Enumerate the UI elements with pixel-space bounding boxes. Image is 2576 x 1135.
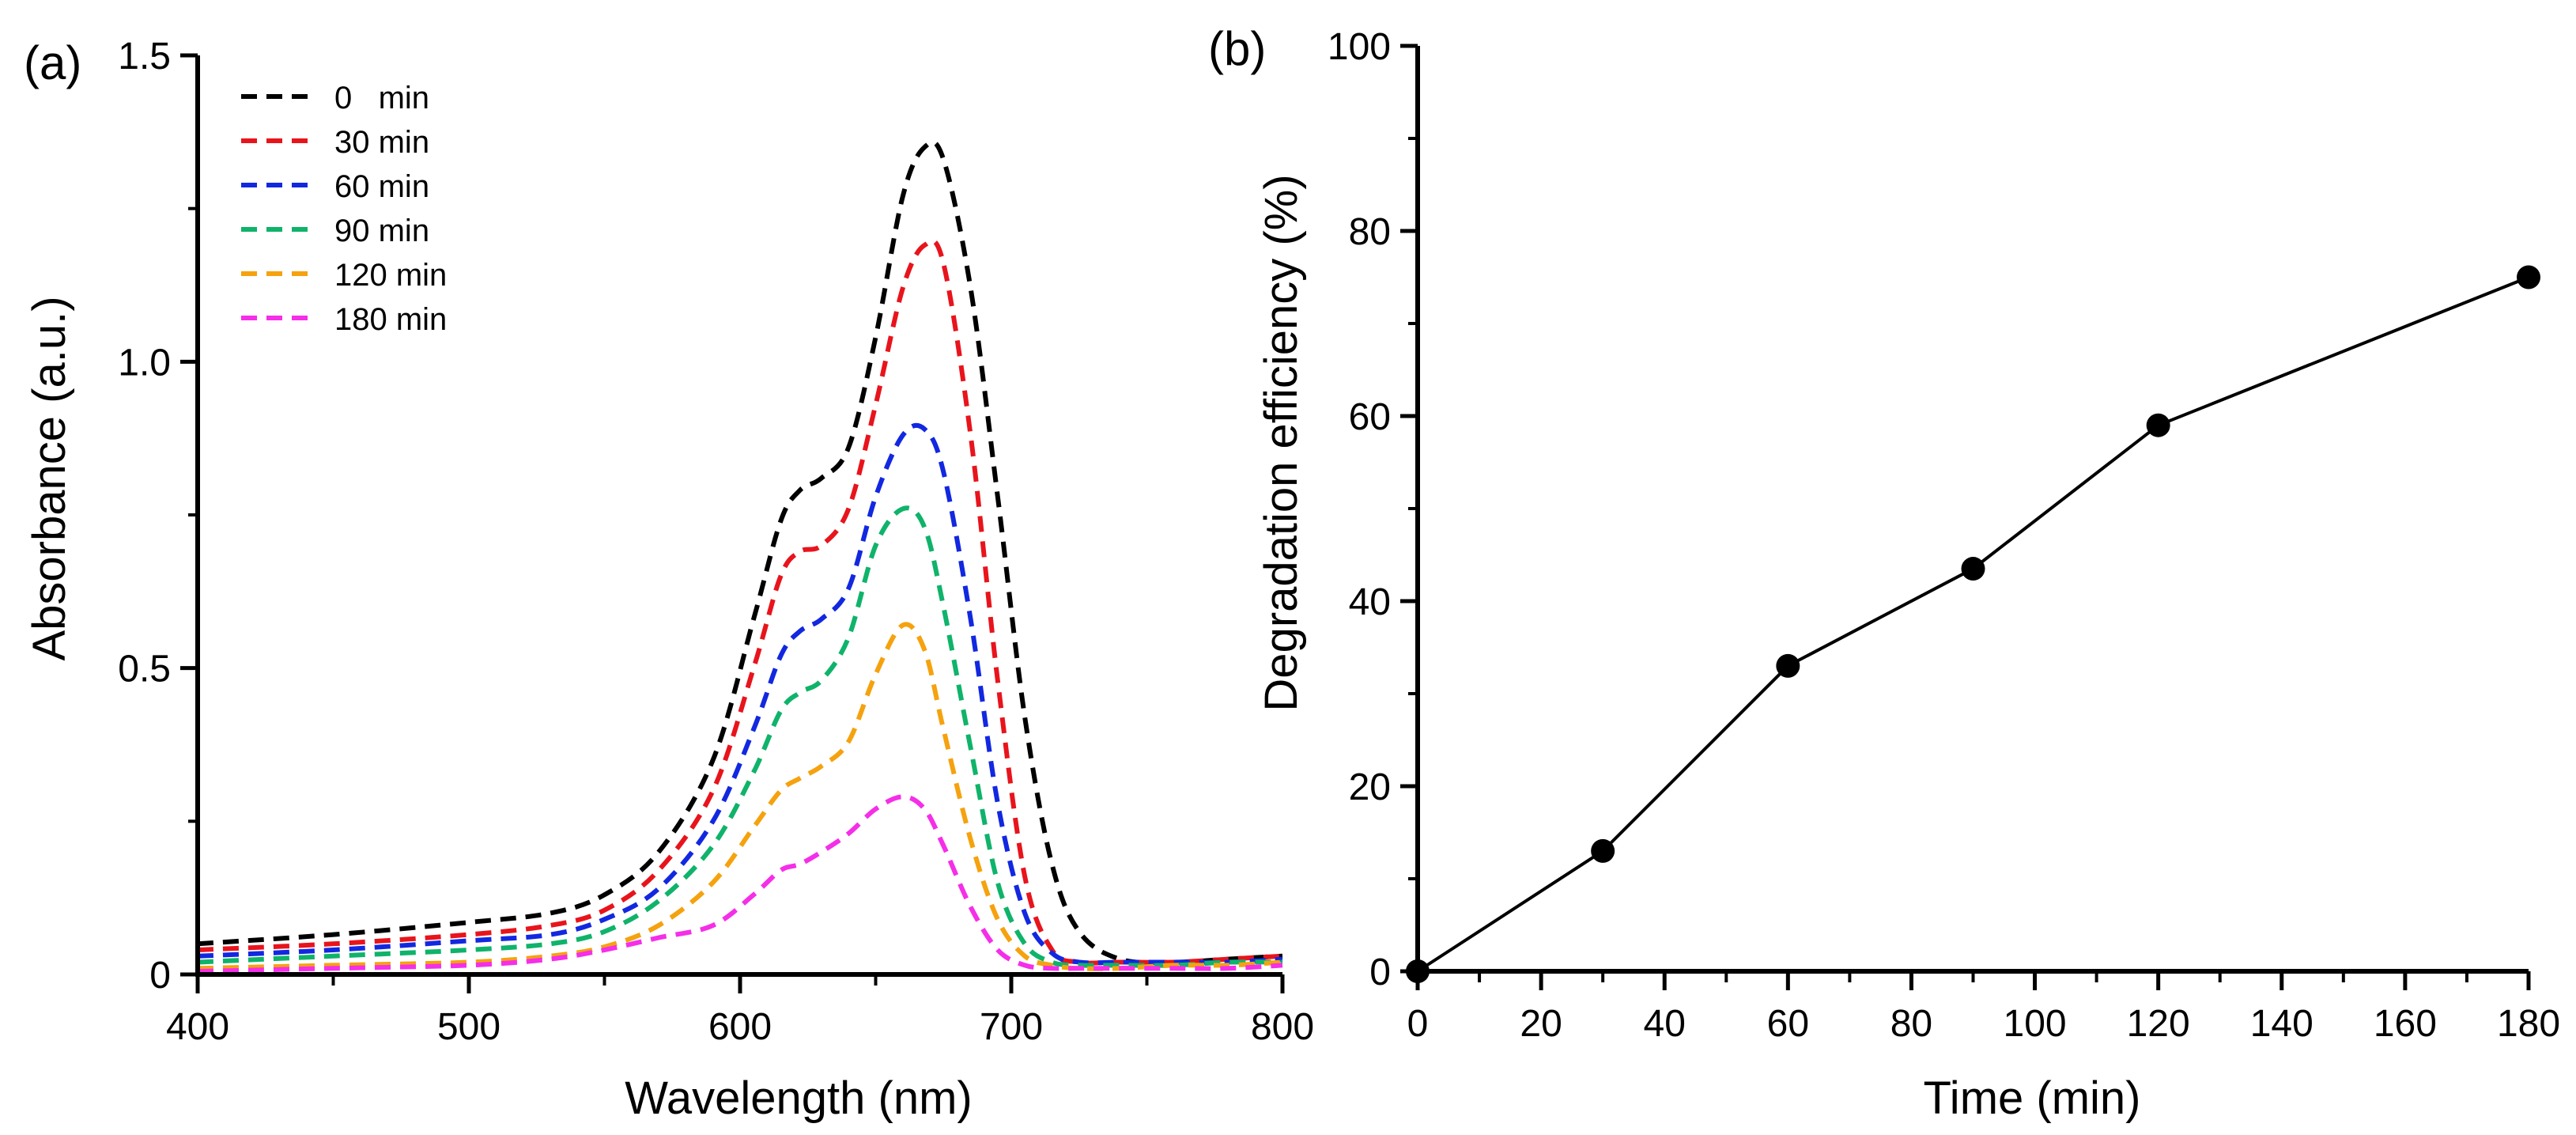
panel-a-legend: 0 min 30 min 60 min 90 min 120 min 180 min <box>241 81 447 337</box>
legend-label-5: 180 min <box>334 302 447 337</box>
legend-label-0: 0 min <box>334 81 429 115</box>
data-point-5 <box>2517 265 2540 289</box>
y-tick-label: 60 <box>1349 396 1391 438</box>
x-tick-label: 0 <box>1407 1003 1429 1045</box>
panel-b-axes <box>1415 46 2529 974</box>
panel-b-y-axis-label: Degradation efficiency (%) <box>1256 174 1307 711</box>
x-tick-label: 120 <box>2127 1003 2190 1045</box>
data-point-3 <box>1961 557 1985 581</box>
panel-a-ticks: 400 500 600 700 800 0 0.5 1.0 1.5 <box>118 36 1314 1048</box>
degradation-line <box>1416 275 2529 973</box>
y-tick-label: 1.5 <box>118 36 171 78</box>
x-tick-label: 700 <box>980 1006 1043 1048</box>
panel-b-label: (b) <box>1208 22 1266 75</box>
series-line-3 <box>197 505 1283 968</box>
series-line-2 <box>197 422 1283 966</box>
data-point-2 <box>1776 653 1800 678</box>
data-point-1 <box>1591 838 1615 863</box>
legend-label-1: 30 min <box>334 125 429 160</box>
y-tick-label: 40 <box>1349 581 1391 623</box>
legend-label-4: 120 min <box>334 258 447 293</box>
panel-a-y-axis-label: Absorbance (a.u.) <box>24 296 75 660</box>
panel-b-degradation-chart: (b) Degradation efficiency (%) Time (min… <box>1208 22 2560 1124</box>
series-line-5 <box>197 794 1283 974</box>
x-tick-label: 80 <box>1890 1003 1932 1045</box>
panel-a-x-axis-label: Wavelength (nm) <box>625 1073 972 1124</box>
panel-a-label: (a) <box>24 36 81 89</box>
legend-label-3: 90 min <box>334 214 429 248</box>
y-tick-label: 100 <box>1328 26 1391 68</box>
x-tick-label: 800 <box>1251 1006 1314 1048</box>
x-tick-label: 400 <box>166 1006 229 1048</box>
x-tick-label: 500 <box>437 1006 500 1048</box>
panel-b-series-line <box>1416 275 2529 973</box>
x-tick-label: 40 <box>1644 1003 1686 1045</box>
x-tick-label: 160 <box>2374 1003 2437 1045</box>
x-tick-label: 140 <box>2250 1003 2313 1045</box>
panel-a-axes <box>195 55 1282 977</box>
y-tick-label: 0.5 <box>118 649 171 690</box>
data-point-4 <box>2146 413 2170 437</box>
panel-a-absorbance-chart: (a) Absorbance (a.u.) Wavelength (nm) 40… <box>24 36 1314 1124</box>
panel-a-series-lines <box>197 139 1283 974</box>
y-tick-label: 80 <box>1349 211 1391 253</box>
y-tick-label: 0 <box>149 955 171 997</box>
series-line-0 <box>197 139 1283 966</box>
x-tick-label: 600 <box>708 1006 772 1048</box>
legend-label-2: 60 min <box>334 169 429 204</box>
x-tick-label: 20 <box>1520 1003 1562 1045</box>
x-tick-label: 60 <box>1767 1003 1809 1045</box>
y-tick-label: 0 <box>1369 952 1391 993</box>
x-tick-label: 180 <box>2497 1003 2560 1045</box>
panel-b-x-axis-label: Time (min) <box>1924 1073 2141 1124</box>
y-tick-label: 20 <box>1349 766 1391 808</box>
x-tick-label: 100 <box>2004 1003 2067 1045</box>
y-tick-label: 1.0 <box>118 342 171 384</box>
